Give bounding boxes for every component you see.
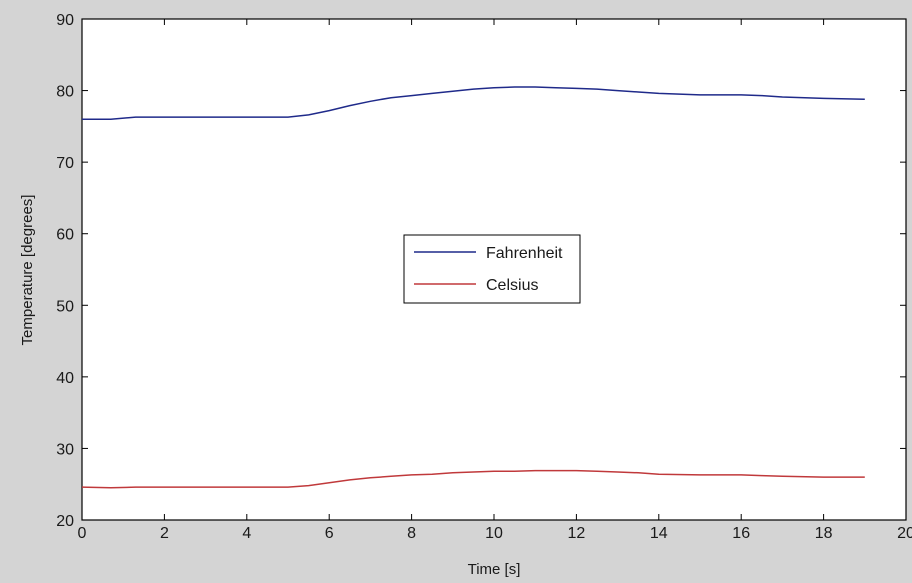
y-tick-labels: 20 30 40 50 60 70 80 90 xyxy=(56,12,74,530)
x-tick-label: 8 xyxy=(407,525,416,542)
x-tick-label: 4 xyxy=(242,525,251,542)
y-tick-label: 90 xyxy=(56,12,74,29)
series-line-fahrenheit xyxy=(82,86,865,120)
series-line-celsius xyxy=(81,469,865,489)
legend-box xyxy=(403,234,581,304)
x-tick-label: 12 xyxy=(568,525,586,542)
x-tick-label: 16 xyxy=(732,525,750,542)
x-tick-label: 20 xyxy=(897,525,912,542)
legend-label-celsius: Celsius xyxy=(486,277,538,294)
x-tick-labels: 0 2 4 6 8 10 12 14 16 18 20 xyxy=(78,525,912,542)
y-tick-label: 40 xyxy=(56,370,74,387)
y-tick-label: 60 xyxy=(56,227,74,244)
x-tick-label: 6 xyxy=(325,525,334,542)
x-tick-label: 14 xyxy=(650,525,668,542)
x-tick-label: 0 xyxy=(78,525,87,542)
series-layer xyxy=(81,86,865,489)
tick-marks xyxy=(81,18,907,521)
x-tick-label: 10 xyxy=(485,525,503,542)
legend: Fahrenheit Celsius xyxy=(403,234,581,304)
y-axis-label: Temperature [degrees] xyxy=(19,195,36,346)
y-tick-label: 80 xyxy=(56,84,74,101)
y-tick-label: 20 xyxy=(56,513,74,530)
y-tick-label: 70 xyxy=(56,155,74,172)
y-tick-label: 30 xyxy=(56,441,74,458)
x-tick-label: 18 xyxy=(815,525,833,542)
y-tick-label: 50 xyxy=(56,298,74,315)
x-tick-label: 2 xyxy=(160,525,169,542)
legend-label-fahrenheit: Fahrenheit xyxy=(486,245,563,262)
x-axis-label: Time [s] xyxy=(468,561,521,578)
